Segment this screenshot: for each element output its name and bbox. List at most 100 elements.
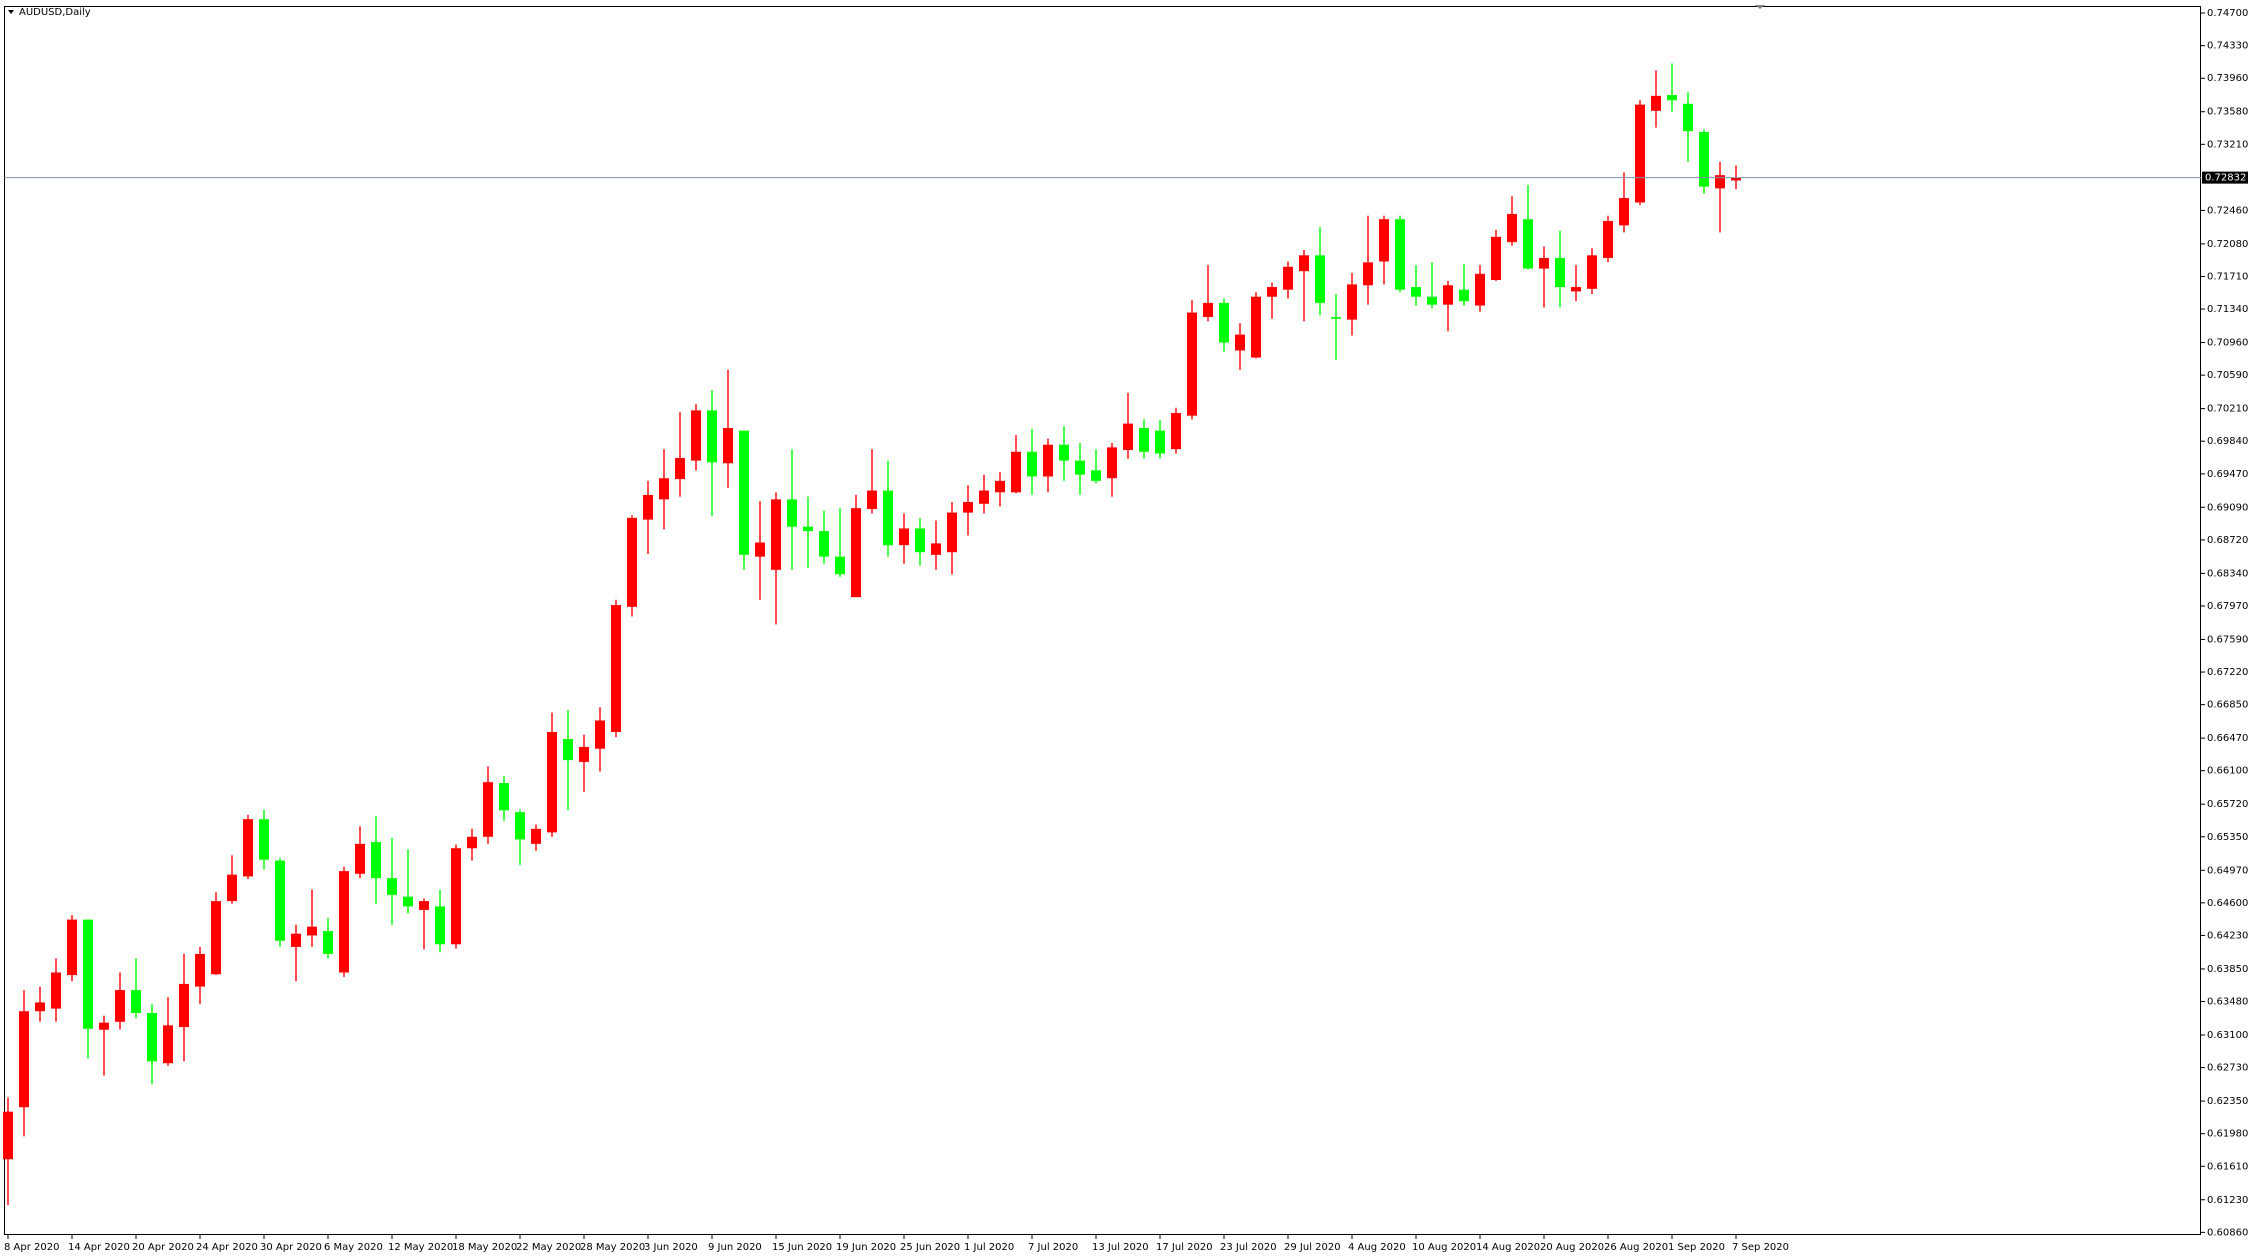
x-tick-label: 14 Aug 2020 bbox=[1476, 1242, 1540, 1253]
x-tick-label: 1 Jul 2020 bbox=[964, 1242, 1014, 1253]
candle-body bbox=[915, 528, 925, 553]
candle-body bbox=[1539, 257, 1549, 269]
candle-body bbox=[1523, 219, 1533, 269]
x-tick-label: 7 Sep 2020 bbox=[1732, 1242, 1789, 1253]
y-tick-label: 0.63100 bbox=[2207, 1030, 2248, 1041]
candle-body bbox=[1475, 273, 1485, 306]
candle-body bbox=[1171, 413, 1181, 450]
x-tick-label: 4 Aug 2020 bbox=[1348, 1242, 1406, 1253]
x-tick-label: 28 May 2020 bbox=[580, 1242, 645, 1253]
candle-body bbox=[1043, 444, 1053, 477]
candle-body bbox=[1107, 447, 1117, 479]
candle-body bbox=[291, 933, 301, 947]
y-tick-label: 0.64970 bbox=[2207, 865, 2248, 876]
candle-body bbox=[819, 531, 829, 557]
y-tick-label: 0.69470 bbox=[2207, 469, 2248, 480]
candle-body bbox=[1587, 255, 1597, 289]
x-tick-label: 14 Apr 2020 bbox=[68, 1242, 130, 1253]
candle-body bbox=[1315, 255, 1325, 303]
y-tick-label: 0.61230 bbox=[2207, 1195, 2248, 1206]
candle-body bbox=[1331, 316, 1341, 319]
candle-body bbox=[1555, 257, 1565, 288]
candle-body bbox=[1155, 430, 1165, 454]
y-tick-label: 0.66470 bbox=[2207, 733, 2248, 744]
y-tick-label: 0.73210 bbox=[2207, 139, 2248, 150]
candle-body bbox=[1427, 296, 1437, 305]
candle-body bbox=[1219, 302, 1229, 343]
candle-body bbox=[1619, 198, 1629, 226]
candle-body bbox=[51, 972, 61, 1009]
candle-body bbox=[1731, 177, 1741, 181]
y-tick-label: 0.68340 bbox=[2207, 568, 2248, 579]
candle-body bbox=[1139, 428, 1149, 452]
candle-body bbox=[595, 720, 605, 749]
chart-shift-marker[interactable] bbox=[1755, 5, 1765, 9]
candle-body bbox=[851, 508, 861, 598]
y-tick-label: 0.73960 bbox=[2207, 73, 2248, 84]
candle-body bbox=[1091, 470, 1101, 481]
x-tick-label: 25 Jun 2020 bbox=[900, 1242, 960, 1253]
candle-body bbox=[1235, 334, 1245, 351]
candle-body bbox=[627, 517, 637, 607]
y-tick-label: 0.70590 bbox=[2207, 370, 2248, 381]
candle-body bbox=[515, 812, 525, 840]
x-tick-label: 20 Apr 2020 bbox=[132, 1242, 194, 1253]
chart-title: AUDUSD,Daily bbox=[19, 7, 91, 18]
x-tick-label: 30 Apr 2020 bbox=[260, 1242, 322, 1253]
candle-body bbox=[3, 1111, 13, 1160]
y-tick-label: 0.71340 bbox=[2207, 304, 2248, 315]
candle-body bbox=[451, 848, 461, 945]
y-tick-label: 0.62350 bbox=[2207, 1096, 2248, 1107]
candle-body bbox=[787, 499, 797, 527]
candle-body bbox=[579, 746, 589, 762]
candle-body bbox=[659, 478, 669, 500]
candle-body bbox=[1027, 451, 1037, 477]
candle-body bbox=[1363, 262, 1373, 286]
candle-body bbox=[499, 783, 509, 811]
x-tick-label: 20 Aug 2020 bbox=[1540, 1242, 1604, 1253]
x-tick-label: 1 Sep 2020 bbox=[1668, 1242, 1725, 1253]
candle-body bbox=[275, 860, 285, 941]
y-tick-label: 0.60860 bbox=[2207, 1227, 2248, 1238]
candle-body bbox=[1443, 285, 1453, 305]
candle-body bbox=[147, 1012, 157, 1062]
candle-body bbox=[1715, 175, 1725, 189]
y-tick-label: 0.65720 bbox=[2207, 799, 2248, 810]
candle-body bbox=[1347, 284, 1357, 320]
candle-body bbox=[963, 502, 973, 513]
candle-body bbox=[755, 542, 765, 557]
menu-arrow[interactable] bbox=[8, 10, 14, 14]
candle-body bbox=[387, 878, 397, 895]
candle-body bbox=[739, 430, 749, 555]
candle-body bbox=[1651, 95, 1661, 111]
x-tick-label: 19 Jun 2020 bbox=[836, 1242, 896, 1253]
x-tick-label: 12 May 2020 bbox=[388, 1242, 453, 1253]
candle-body bbox=[483, 782, 493, 837]
candle-body bbox=[995, 480, 1005, 493]
candle-body bbox=[867, 490, 877, 510]
candle-body bbox=[1507, 213, 1517, 243]
candle-body bbox=[1699, 131, 1709, 187]
y-tick-label: 0.63480 bbox=[2207, 997, 2248, 1008]
candle-body bbox=[339, 871, 349, 973]
y-tick-label: 0.66100 bbox=[2207, 766, 2248, 777]
candle-body bbox=[1283, 266, 1293, 290]
candle-body bbox=[1203, 302, 1213, 317]
candle-body bbox=[435, 906, 445, 945]
y-tick-label: 0.70960 bbox=[2207, 338, 2248, 349]
x-tick-label: 29 Jul 2020 bbox=[1284, 1242, 1341, 1253]
candle-body bbox=[611, 605, 621, 732]
y-tick-label: 0.66850 bbox=[2207, 700, 2248, 711]
candle-body bbox=[163, 1025, 173, 1064]
y-tick-label: 0.64230 bbox=[2207, 930, 2248, 941]
x-tick-label: 26 Aug 2020 bbox=[1604, 1242, 1668, 1253]
candle-body bbox=[355, 843, 365, 874]
candle-body bbox=[211, 901, 221, 975]
candle-body bbox=[1667, 94, 1677, 101]
y-tick-label: 0.70210 bbox=[2207, 404, 2248, 415]
candle-body bbox=[131, 990, 141, 1013]
x-tick-label: 13 Jul 2020 bbox=[1092, 1242, 1149, 1253]
candle-body bbox=[307, 926, 317, 936]
